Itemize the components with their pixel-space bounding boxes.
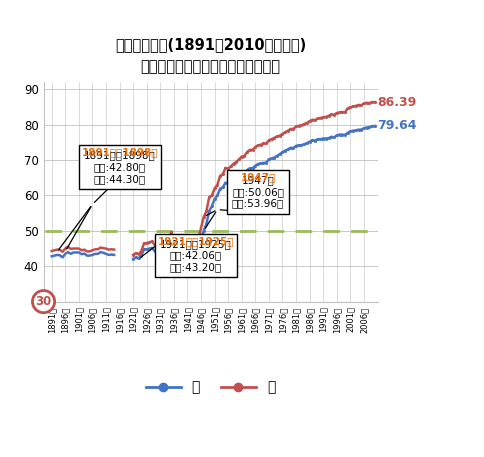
Legend: 男, 女: 男, 女 (140, 375, 281, 400)
Text: 1947年: 1947年 (241, 172, 276, 182)
Text: 86.39: 86.39 (377, 96, 416, 109)
Text: 1891年～1898年: 1891年～1898年 (81, 147, 158, 157)
Title: 平均寿命推移(1891～2010年、日本)
（戦前は完全生命表のみ、不連続）: 平均寿命推移(1891～2010年、日本) （戦前は完全生命表のみ、不連続） (115, 37, 306, 74)
Text: 79.64: 79.64 (377, 119, 416, 133)
Text: 1891年～1898年
男性:42.80歳
女性:44.30歳: 1891年～1898年 男性:42.80歳 女性:44.30歳 (84, 150, 155, 184)
Text: 30: 30 (35, 295, 52, 308)
Text: 1947年
男性:50.06歳
女性:53.96歳: 1947年 男性:50.06歳 女性:53.96歳 (232, 175, 284, 208)
Text: 1921年～1925年: 1921年～1925年 (157, 236, 234, 246)
Text: 1921年～1925年
男性:42.06歳
女性:43.20歳: 1921年～1925年 男性:42.06歳 女性:43.20歳 (160, 239, 231, 272)
